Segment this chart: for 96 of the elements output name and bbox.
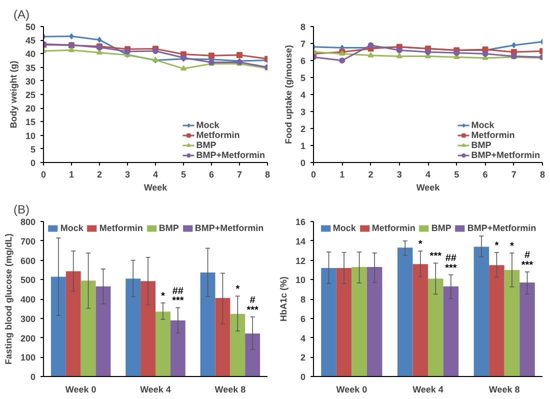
y-axis-title: Fasting blood glucose (mg/dL) <box>3 233 14 364</box>
y-tick-label: 200 <box>20 333 36 344</box>
x-tick-label: 3 <box>124 170 130 180</box>
y-tick-label: 20 <box>25 104 36 114</box>
legend-label: Mock <box>196 120 220 130</box>
legend-label: Metformin <box>471 130 515 140</box>
x-tick-label: 0 <box>40 170 46 180</box>
y-tick-label: 50 <box>25 22 36 32</box>
legend-label: Metformin <box>372 223 416 233</box>
y-tick-label: 45 <box>25 36 36 46</box>
data-label: # *** <box>521 250 534 271</box>
y-tick-label: 14 <box>295 236 306 246</box>
x-tick-label: 7 <box>236 170 242 180</box>
legend-label: Mock <box>60 223 84 233</box>
x-tick-label: 3 <box>396 170 402 180</box>
y-tick-label: 15 <box>25 117 36 128</box>
y-tick-label: 7 <box>300 39 306 49</box>
x-tick-label: 4 <box>152 170 158 180</box>
y-axis-title: HbA1c (%) <box>278 276 288 322</box>
data-label: * <box>418 239 422 250</box>
y-tick-label: 6 <box>300 56 306 66</box>
y-tick-label: 600 <box>20 256 36 266</box>
chart-title: (A) <box>14 8 30 22</box>
y-tick-label: 4 <box>300 333 306 344</box>
y-tick-label: 35 <box>25 62 36 73</box>
x-axis-title: Week <box>416 182 441 192</box>
y-tick-label: 100 <box>20 352 36 363</box>
x-axis-title: Week <box>144 182 168 192</box>
y-tick-label: 2 <box>300 352 306 363</box>
x-tick-label: 6 <box>482 170 488 180</box>
y-tick-label: 25 <box>25 90 36 100</box>
x-tick-label: 2 <box>96 170 102 180</box>
legend-label: BMP+Metformin <box>467 223 536 233</box>
x-tick-label: 8 <box>540 170 546 180</box>
y-axis-title: Body weight (g) <box>8 60 18 128</box>
y-tick-label: 0 <box>30 372 36 382</box>
legend-label: Metformin <box>99 223 143 233</box>
data-label: * <box>236 284 240 296</box>
x-tick-label: 5 <box>180 170 186 180</box>
legend-label: BMP <box>431 223 452 233</box>
data-label: * <box>510 240 514 252</box>
y-tick-label: 1 <box>300 141 306 151</box>
y-tick-label: 800 <box>20 217 36 227</box>
data-label: # *** <box>246 294 259 316</box>
data-label: *** <box>430 251 442 262</box>
data-label: * <box>494 240 499 252</box>
legend-label: BMP+Metformin <box>196 150 265 160</box>
y-tick-label: 30 <box>25 76 36 86</box>
y-tick-label: 16 <box>295 217 306 227</box>
legend-label: BMP+Metformin <box>194 223 264 233</box>
data-label: * <box>161 290 166 302</box>
y-tick-label: 10 <box>295 275 306 286</box>
y-tick-label: 5 <box>300 73 306 83</box>
y-tick-label: 3 <box>300 107 306 117</box>
x-tick-label: 1 <box>340 170 345 180</box>
legend-label: BMP <box>196 140 216 150</box>
y-tick-label: 300 <box>20 314 36 324</box>
y-tick-label: 8 <box>300 294 306 304</box>
legend-label: Metformin <box>196 130 240 140</box>
x-tick-label: 8 <box>264 170 270 180</box>
y-tick-label: 700 <box>20 236 36 246</box>
y-tick-label: 2 <box>300 124 306 134</box>
y-tick-label: 0 <box>300 372 306 382</box>
chart-title: (B) <box>14 202 30 216</box>
legend-label: BMP <box>471 140 492 150</box>
x-tick-label: Week 8 <box>488 384 520 394</box>
legend-label: BMP <box>158 223 179 233</box>
x-tick-label: 2 <box>368 170 374 180</box>
x-tick-label: Week 4 <box>412 384 444 394</box>
y-tick-label: 400 <box>20 294 36 304</box>
y-tick-label: 12 <box>295 256 306 266</box>
y-tick-label: 10 <box>25 130 36 141</box>
x-tick-label: Week 0 <box>65 384 96 394</box>
y-tick-label: 4 <box>300 90 306 100</box>
y-axis-title: Food uptake (g/mouse) <box>283 44 294 144</box>
x-tick-label: Week 8 <box>214 384 246 394</box>
x-tick-label: 6 <box>208 170 214 180</box>
y-tick-label: 500 <box>20 275 36 286</box>
y-tick-label: 40 <box>25 49 36 60</box>
y-tick-label: 0 <box>300 158 306 168</box>
x-tick-label: 5 <box>454 170 460 180</box>
x-tick-label: Week 4 <box>140 384 171 394</box>
y-tick-label: 6 <box>300 314 306 324</box>
y-tick-label: 8 <box>300 22 306 32</box>
legend-label: Mock <box>471 120 494 130</box>
y-tick-label: 0 <box>30 158 36 168</box>
y-tick-label: 5 <box>30 144 36 154</box>
x-tick-label: Week 0 <box>336 384 368 394</box>
legend-label: BMP+Metformin <box>471 150 540 160</box>
data-label: ## *** <box>445 252 457 274</box>
x-tick-label: 1 <box>68 170 74 180</box>
x-tick-label: 7 <box>511 170 516 180</box>
data-label: ## *** <box>172 286 184 307</box>
x-tick-label: 0 <box>310 170 316 180</box>
x-tick-label: 4 <box>425 170 431 180</box>
legend-label: Mock <box>332 223 356 233</box>
